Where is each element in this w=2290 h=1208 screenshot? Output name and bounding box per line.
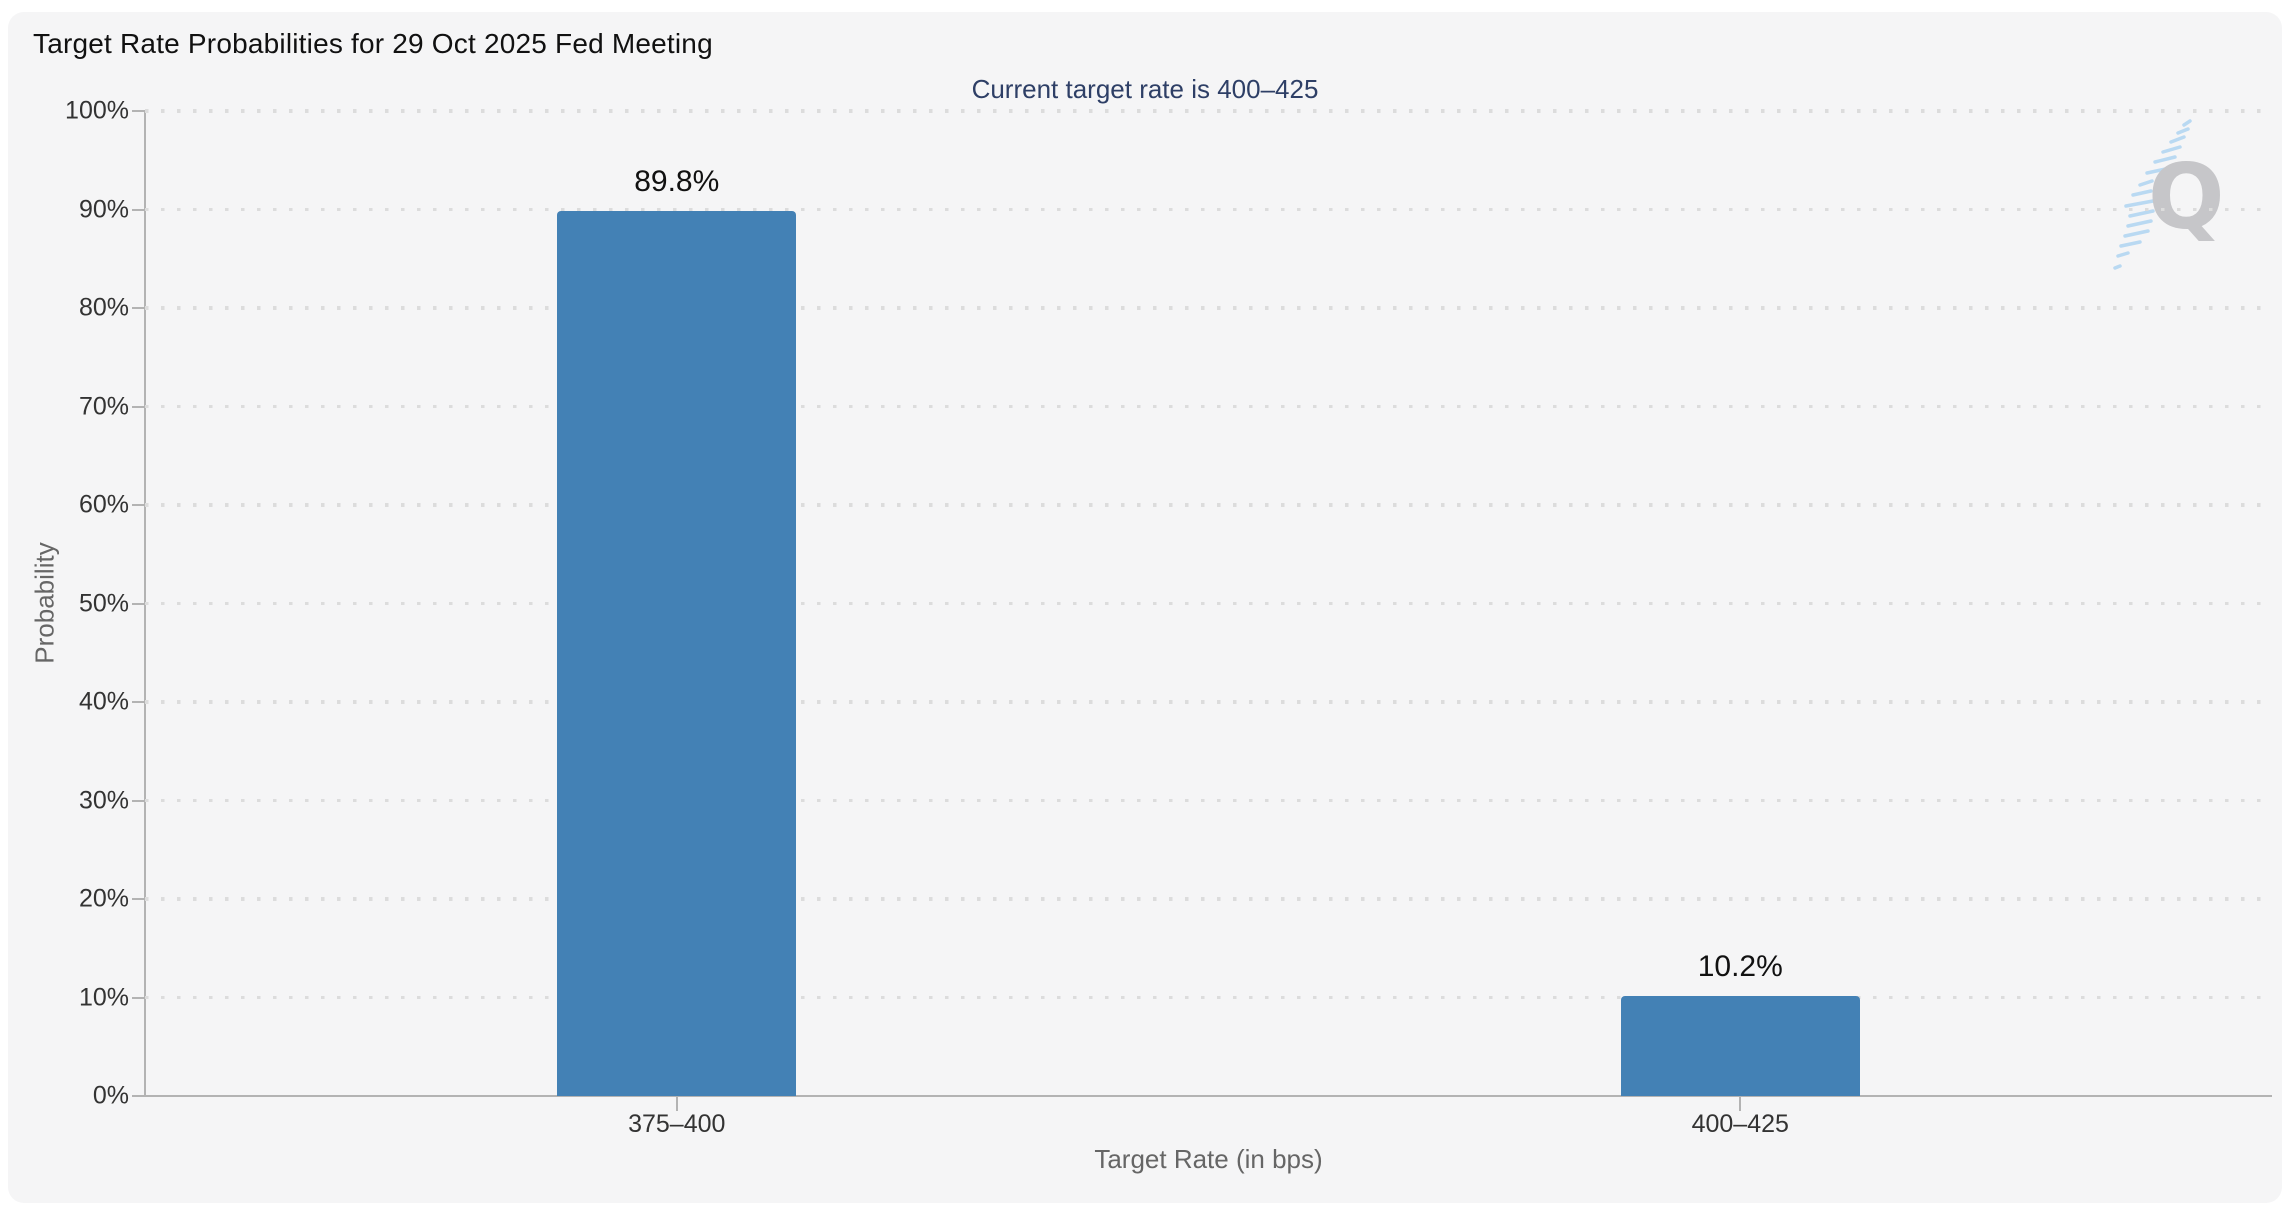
y-tick-label: 50% [78, 589, 129, 617]
gridline-dotted [145, 306, 2272, 310]
chart-subtitle: Current target rate is 400–425 [971, 74, 1319, 104]
gridline-dotted [145, 798, 2272, 802]
chart-panel: Target Rate Probabilities for 29 Oct 202… [8, 12, 2282, 1203]
y-tick-label: 40% [78, 687, 129, 716]
y-tick-label: 30% [78, 786, 129, 814]
gridline-dotted [145, 404, 2272, 408]
y-tick-label: 10% [78, 983, 129, 1011]
y-tick-mark [132, 996, 145, 999]
x-tick-mark [675, 1096, 678, 1111]
y-tick-mark [132, 307, 145, 309]
gridline-dotted [145, 601, 2272, 605]
chart-menu-button[interactable] [2207, 26, 2247, 62]
y-tick-mark [132, 504, 145, 506]
y-tick-label: 70% [78, 392, 129, 420]
bar-value-label: 89.8% [634, 165, 720, 199]
bar-400–425[interactable] [1620, 995, 1860, 1096]
bar-value-label: 10.2% [1697, 949, 1783, 983]
y-tick-label: 60% [78, 490, 129, 519]
y-tick-label: 20% [78, 884, 129, 913]
y-tick-mark [132, 110, 145, 112]
y-tick-mark [132, 799, 145, 802]
y-axis-title: Probability [29, 542, 60, 664]
gridline-dotted [145, 995, 2272, 999]
gridline-dotted [145, 503, 2272, 507]
y-tick-mark [132, 405, 145, 408]
gridline-dotted [145, 897, 2272, 901]
x-axis-line [132, 1095, 2272, 1097]
y-tick-label: 90% [78, 195, 129, 223]
y-tick-mark [132, 898, 145, 900]
chart-title: Target Rate Probabilities for 29 Oct 202… [33, 28, 713, 59]
x-tick-label: 400–425 [1691, 1110, 1789, 1138]
y-tick-label: 100% [65, 96, 129, 125]
y-tick-label: 80% [78, 293, 129, 322]
x-tick-mark [1739, 1096, 1742, 1111]
gridline-dotted [145, 207, 2272, 211]
gridline-dotted [145, 109, 2272, 113]
x-axis-title: Target Rate (in bps) [1094, 1144, 1323, 1174]
plot-area: 0% 10% 20% 30% 40% 50% 60% 70% 80% 90% 100% 89.8% 3… [65, 97, 2272, 1174]
x-tick-label: 375–400 [628, 1110, 726, 1138]
gridline-dotted [145, 700, 2272, 704]
y-tick-mark [132, 602, 145, 605]
y-tick-label: 0% [92, 1081, 129, 1110]
y-tick-mark [132, 208, 145, 211]
y-tick-mark [132, 701, 145, 703]
bar-375–400[interactable] [557, 211, 797, 1096]
